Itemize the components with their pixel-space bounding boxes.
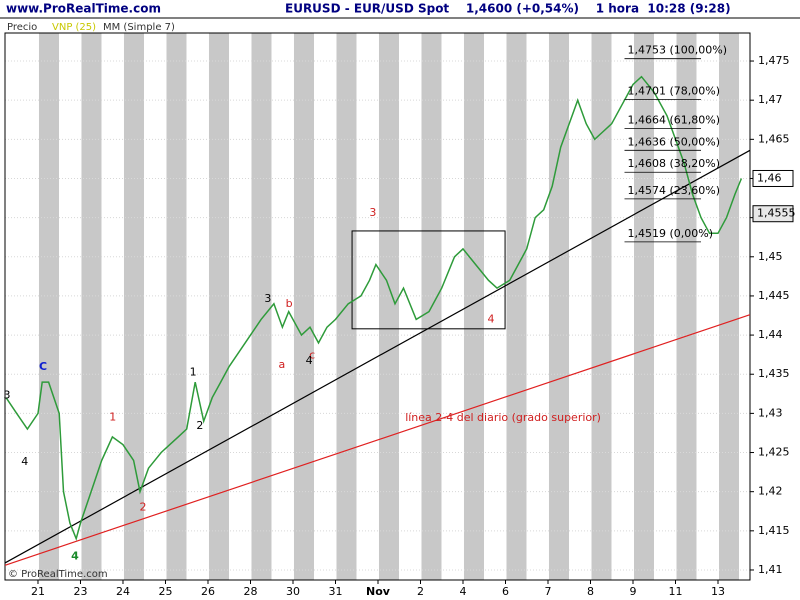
fib-label: 1,4574 (23,60%): [627, 184, 720, 197]
y-tick-label: 1,43: [758, 406, 783, 419]
day-band: [463, 33, 484, 580]
y-tick-label: 1,415: [758, 524, 790, 537]
legend-vnp: VNP (25): [52, 22, 96, 33]
wave-label: C: [39, 360, 47, 373]
day-band: [208, 33, 229, 580]
wave-label: 3: [3, 388, 10, 401]
x-tick-label: 30: [286, 585, 300, 598]
wave-label: 3: [264, 292, 271, 305]
wave-label: 1: [109, 410, 116, 423]
y-tick-label: 1,465: [758, 132, 790, 145]
x-tick-label: 26: [201, 585, 215, 598]
chart-title: EURUSD - EUR/USD Spot 1,4600 (+0,54%) 1 …: [285, 2, 731, 16]
wave-label: c: [309, 348, 315, 361]
price-tag-label: 1,4555: [757, 207, 796, 220]
y-tick-label: 1,445: [758, 289, 790, 302]
wave-label: a: [279, 358, 286, 371]
x-tick-label: 9: [629, 585, 636, 598]
y-tick-label: 1,47: [758, 93, 783, 106]
x-tick-label: 8: [587, 585, 594, 598]
day-band: [506, 33, 527, 580]
day-band: [378, 33, 399, 580]
wave-label: 4: [488, 312, 495, 325]
y-tick-label: 1,425: [758, 446, 790, 459]
y-tick-label: 1,44: [758, 328, 783, 341]
day-band: [718, 33, 739, 580]
y-tick-label: 1,435: [758, 367, 790, 380]
plot-frame: [4, 32, 751, 581]
legend-price: Precio: [7, 22, 37, 33]
day-band: [81, 33, 102, 580]
price-line: [5, 75, 743, 542]
wave-label: b: [286, 297, 293, 310]
y-tick-label: 1,41: [758, 563, 783, 576]
x-tick-label: 25: [158, 585, 172, 598]
x-tick-label: 7: [544, 585, 551, 598]
fib-label: 1,4664 (61,80%): [627, 113, 720, 126]
wave-label: 2: [139, 500, 146, 513]
day-band: [251, 33, 272, 580]
y-tick-label: 1,475: [758, 54, 790, 67]
wave-label: 4: [21, 455, 28, 468]
wave-label: 2: [196, 419, 203, 432]
wave-label: 4: [306, 354, 313, 367]
day-band: [548, 33, 569, 580]
footer: © ProRealTime.com: [8, 569, 108, 580]
x-tick-label: 4: [459, 585, 466, 598]
day-band: [591, 33, 612, 580]
fib-label: 1,4519 (0,00%): [627, 227, 713, 240]
price-tag: [752, 169, 794, 187]
x-tick-label: 28: [243, 585, 257, 598]
legend-ma: MM (Simple 7): [103, 22, 175, 33]
trend-line: [4, 149, 751, 564]
fib-label: 1,4753 (100,00%): [627, 44, 727, 57]
fib-label: 1,4608 (38,20%): [627, 157, 720, 170]
day-band: [633, 33, 654, 580]
wave-label: 3: [369, 206, 376, 219]
day-band: [166, 33, 187, 580]
day-band: [676, 33, 697, 580]
day-band: [38, 33, 59, 580]
day-band: [123, 33, 144, 580]
price-tag: [752, 205, 794, 223]
x-tick-label: 2: [417, 585, 424, 598]
wave-label: 4: [71, 550, 79, 563]
trend-line: [4, 314, 751, 566]
x-tick-label: 11: [668, 585, 682, 598]
x-tick-label: 31: [328, 585, 342, 598]
plot-area: 1,41 1,415 1,42 1,425 1,43 1,435 1,44 1,445 1,45…: [0, 17, 800, 598]
wave-label: 1: [190, 366, 197, 379]
annotation: línea 2-4 del diario (grado superior): [405, 411, 601, 424]
x-tick-label: 13: [711, 585, 725, 598]
y-tick-label: 1,45: [758, 250, 783, 263]
fib-label: 1,4636 (50,00%): [627, 135, 720, 148]
y-tick-label: 1,42: [758, 485, 783, 498]
x-tick-label: 6: [502, 585, 509, 598]
price-tag-label: 1,46: [757, 171, 782, 184]
x-tick-label: 23: [73, 585, 87, 598]
site-name: www.ProRealTime.com: [6, 2, 161, 16]
x-tick-label: 21: [31, 585, 45, 598]
fib-label: 1,4701 (78,00%): [627, 84, 720, 97]
x-tick-label: 24: [116, 585, 130, 598]
x-tick-label: Nov: [366, 585, 391, 598]
day-band: [293, 33, 314, 580]
